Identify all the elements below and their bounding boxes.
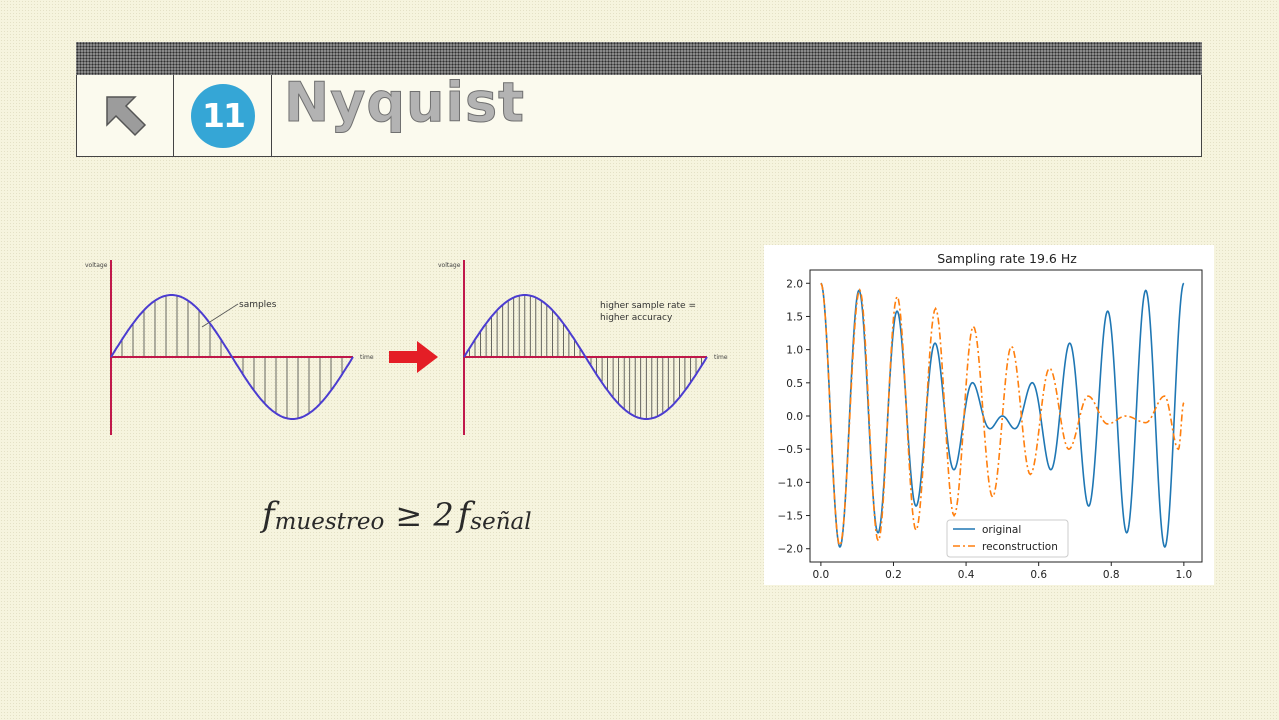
- arrow-up-left-icon[interactable]: [105, 95, 147, 137]
- y-tick-label: −1.5: [778, 511, 804, 523]
- sample-lines-left: [121, 295, 343, 419]
- legend-label-reconstruction: reconstruction: [982, 541, 1058, 553]
- formula-f-signal: f: [457, 495, 471, 535]
- accuracy-annotation-line2: higher accuracy: [600, 313, 673, 323]
- samples-annotation: samples: [239, 300, 277, 310]
- x-tick-label: 0.8: [1103, 569, 1120, 581]
- series-line-reconstruction: [820, 282, 1185, 548]
- x-tick-label: 0.4: [958, 569, 975, 581]
- voltage-label-right: voltage: [438, 262, 461, 269]
- low-sample-rate-panel: voltage time samples: [85, 260, 374, 435]
- section-number-cell: 11: [174, 75, 272, 156]
- header-row: 11 Nyquist: [76, 71, 1202, 157]
- page-title: Nyquist: [284, 71, 525, 135]
- formula-sub-sampling: muestreo: [274, 509, 385, 535]
- slide-header: 11 Nyquist: [76, 42, 1202, 158]
- x-tick-label: 1.0: [1176, 569, 1193, 581]
- high-sample-rate-panel: voltage time higher sample rate = higher…: [438, 260, 728, 435]
- y-tick-label: 0.5: [786, 378, 803, 390]
- x-tick-label: 0.0: [813, 569, 830, 581]
- x-axis-ticks: 0.0 0.2 0.4 0.6 0.8 1.0: [813, 562, 1193, 581]
- samples-pointer: [201, 303, 239, 328]
- voltage-label-left: voltage: [85, 262, 108, 269]
- legend-label-original: original: [982, 524, 1021, 536]
- chart-legend: original reconstruction: [946, 519, 1069, 558]
- y-tick-label: 1.5: [786, 311, 803, 323]
- sampling-chart: Sampling rate 19.6 Hz 2.0 1.5 1.0 0.5 0.0 −0.…: [764, 245, 1214, 585]
- formula-f-sampling: f: [262, 495, 275, 535]
- y-tick-label: −0.5: [778, 444, 804, 456]
- y-tick-label: −1.0: [778, 477, 804, 489]
- y-tick-label: 2.0: [786, 278, 803, 290]
- nyquist-formula: fmuestreo ≥ 2 fseñal: [262, 495, 582, 545]
- number-badge-icon: 11: [191, 84, 255, 148]
- y-tick-label: −2.0: [778, 544, 804, 556]
- time-label-left: time: [360, 354, 374, 361]
- y-tick-label: 1.0: [786, 345, 803, 357]
- sine-wave-left: [110, 294, 354, 420]
- header-texture-strip: [76, 42, 1202, 75]
- chart-title: Sampling rate 19.6 Hz: [937, 251, 1077, 266]
- time-label-right: time: [714, 354, 728, 361]
- y-tick-label: 0.0: [786, 411, 803, 423]
- back-navigation-cell[interactable]: [77, 75, 174, 156]
- sine-wave-right: [463, 294, 708, 420]
- legend-box: [946, 519, 1069, 558]
- sample-lines-right: [469, 295, 702, 419]
- sampling-diagram: voltage time samples voltage time higher…: [85, 260, 728, 435]
- formula-factor: 2: [433, 496, 454, 534]
- accuracy-annotation-line1: higher sample rate =: [600, 301, 696, 311]
- formula-operator: ≥: [395, 496, 423, 534]
- formula-sub-signal: señal: [470, 509, 532, 535]
- right-arrow-icon: [389, 341, 438, 373]
- x-tick-label: 0.2: [885, 569, 902, 581]
- y-axis-ticks: 2.0 1.5 1.0 0.5 0.0 −0.5 −1.0 −1.5 −2.0: [778, 278, 810, 556]
- x-tick-label: 0.6: [1030, 569, 1047, 581]
